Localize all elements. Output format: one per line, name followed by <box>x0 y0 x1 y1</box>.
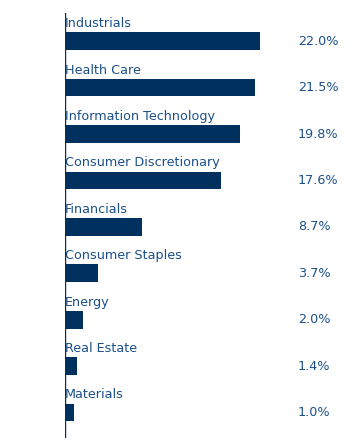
Bar <box>65 79 255 97</box>
Text: 1.4%: 1.4% <box>298 360 330 373</box>
Text: Financials: Financials <box>65 203 128 216</box>
Text: 3.7%: 3.7% <box>298 267 330 280</box>
Bar <box>65 265 98 282</box>
Bar <box>65 218 142 236</box>
Text: Consumer Discretionary: Consumer Discretionary <box>65 156 220 169</box>
Bar <box>65 172 221 189</box>
Bar <box>65 357 77 375</box>
Bar <box>65 404 74 422</box>
Text: Industrials: Industrials <box>65 17 132 30</box>
Text: 17.6%: 17.6% <box>298 174 338 187</box>
Text: 22.0%: 22.0% <box>298 35 338 48</box>
Text: 21.5%: 21.5% <box>298 81 338 94</box>
Text: 19.8%: 19.8% <box>298 127 338 140</box>
Text: 2.0%: 2.0% <box>298 313 330 326</box>
Text: Real Estate: Real Estate <box>65 342 137 355</box>
Text: 1.0%: 1.0% <box>298 406 330 419</box>
Text: Consumer Staples: Consumer Staples <box>65 249 182 262</box>
Text: Energy: Energy <box>65 295 109 308</box>
Text: Information Technology: Information Technology <box>65 110 215 123</box>
Text: 8.7%: 8.7% <box>298 220 330 233</box>
Text: Materials: Materials <box>65 388 124 401</box>
Bar <box>65 125 240 143</box>
Bar <box>65 311 82 329</box>
Bar <box>65 33 260 50</box>
Text: Health Care: Health Care <box>65 63 141 76</box>
